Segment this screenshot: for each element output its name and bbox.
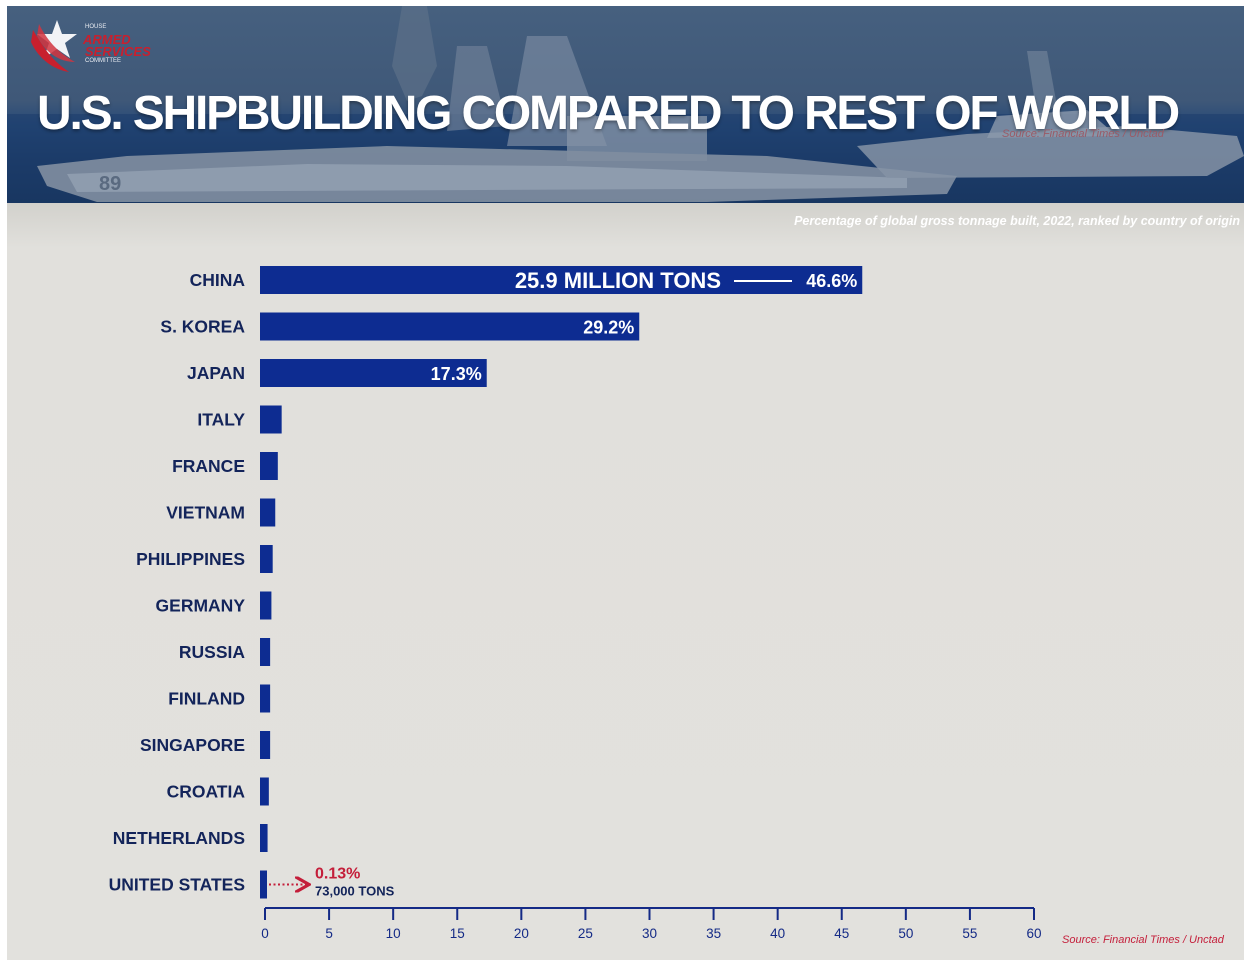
logo-text-bottom: COMMITTEE bbox=[85, 58, 121, 64]
us-percent-annotation: 0.13% bbox=[315, 866, 360, 883]
bar bbox=[260, 545, 273, 573]
hasc-logo: HOUSE ARMED SERVICES COMMITTEE bbox=[29, 16, 169, 78]
header-banner: 89 HOUSE ARMED SERVICES COMMITTEE U.S. S… bbox=[7, 6, 1244, 203]
bar bbox=[260, 777, 269, 806]
x-tick-label: 55 bbox=[962, 926, 977, 941]
x-tick-label: 15 bbox=[450, 926, 465, 941]
logo-text-main: SERVICES bbox=[85, 44, 151, 59]
category-label: PHILIPPINES bbox=[136, 549, 245, 569]
category-label: FRANCE bbox=[172, 456, 245, 476]
bar bbox=[260, 591, 272, 620]
page-title: U.S. SHIPBUILDING COMPARED TO REST OF WO… bbox=[37, 87, 1180, 140]
banner-source-note: Source: Financial Times / Unctad bbox=[1002, 128, 1164, 140]
category-label: NETHERLANDS bbox=[113, 828, 245, 848]
category-label: JAPAN bbox=[187, 363, 245, 383]
bar bbox=[260, 824, 268, 852]
bar-value-label: 17.3% bbox=[431, 364, 482, 384]
x-tick-label: 10 bbox=[386, 926, 401, 941]
bar bbox=[260, 498, 276, 527]
x-tick-label: 30 bbox=[642, 926, 657, 941]
chart-subtitle: Percentage of global gross tonnage built… bbox=[794, 214, 1240, 228]
eagle-icon bbox=[31, 20, 77, 72]
bar-chart: CHINA S. KOREA JAPAN ITALY FRANCE VIETNAM PHIL… bbox=[109, 266, 1042, 941]
x-tick-label: 20 bbox=[514, 926, 529, 941]
bar bbox=[260, 312, 640, 341]
bar bbox=[260, 452, 278, 480]
category-label: VIETNAM bbox=[166, 503, 245, 523]
bar bbox=[260, 638, 271, 666]
bar bbox=[260, 359, 487, 387]
category-label: GERMANY bbox=[156, 596, 246, 616]
bar bbox=[260, 684, 271, 713]
hull-number: 89 bbox=[99, 173, 121, 195]
category-label: SINGAPORE bbox=[140, 735, 245, 755]
x-tick-label: 25 bbox=[578, 926, 593, 941]
category-label: RUSSIA bbox=[179, 642, 245, 662]
x-tick-label: 5 bbox=[325, 926, 333, 941]
category-label: ITALY bbox=[197, 410, 245, 430]
logo-text-top: HOUSE bbox=[85, 24, 107, 30]
x-tick-label: 50 bbox=[898, 926, 913, 941]
bar bbox=[260, 870, 267, 899]
chart-panel: Percentage of global gross tonnage built… bbox=[7, 203, 1244, 960]
category-label: UNITED STATES bbox=[109, 875, 245, 895]
chart-source-note: Source: Financial Times / Unctad bbox=[1062, 934, 1224, 946]
china-tonnage-annotation: 25.9 MILLION TONS bbox=[515, 268, 721, 293]
us-tonnage-annotation: 73,000 TONS bbox=[315, 884, 395, 899]
category-label: FINLAND bbox=[168, 689, 245, 709]
bar bbox=[260, 731, 271, 759]
category-label: S. KOREA bbox=[160, 317, 245, 337]
logo-text-main: ARMED bbox=[83, 32, 131, 47]
x-tick-label: 35 bbox=[706, 926, 721, 941]
x-tick-label: 60 bbox=[1026, 926, 1041, 941]
bar-value-label: 46.6% bbox=[806, 271, 857, 291]
warship-photo: 89 bbox=[7, 6, 1244, 203]
x-tick-label: 40 bbox=[770, 926, 785, 941]
bar-value-label: 29.2% bbox=[583, 318, 634, 338]
x-tick-label: 0 bbox=[261, 926, 269, 941]
bar bbox=[260, 405, 282, 434]
category-label: CROATIA bbox=[167, 782, 246, 802]
category-label: CHINA bbox=[190, 270, 246, 290]
x-tick-label: 45 bbox=[834, 926, 849, 941]
